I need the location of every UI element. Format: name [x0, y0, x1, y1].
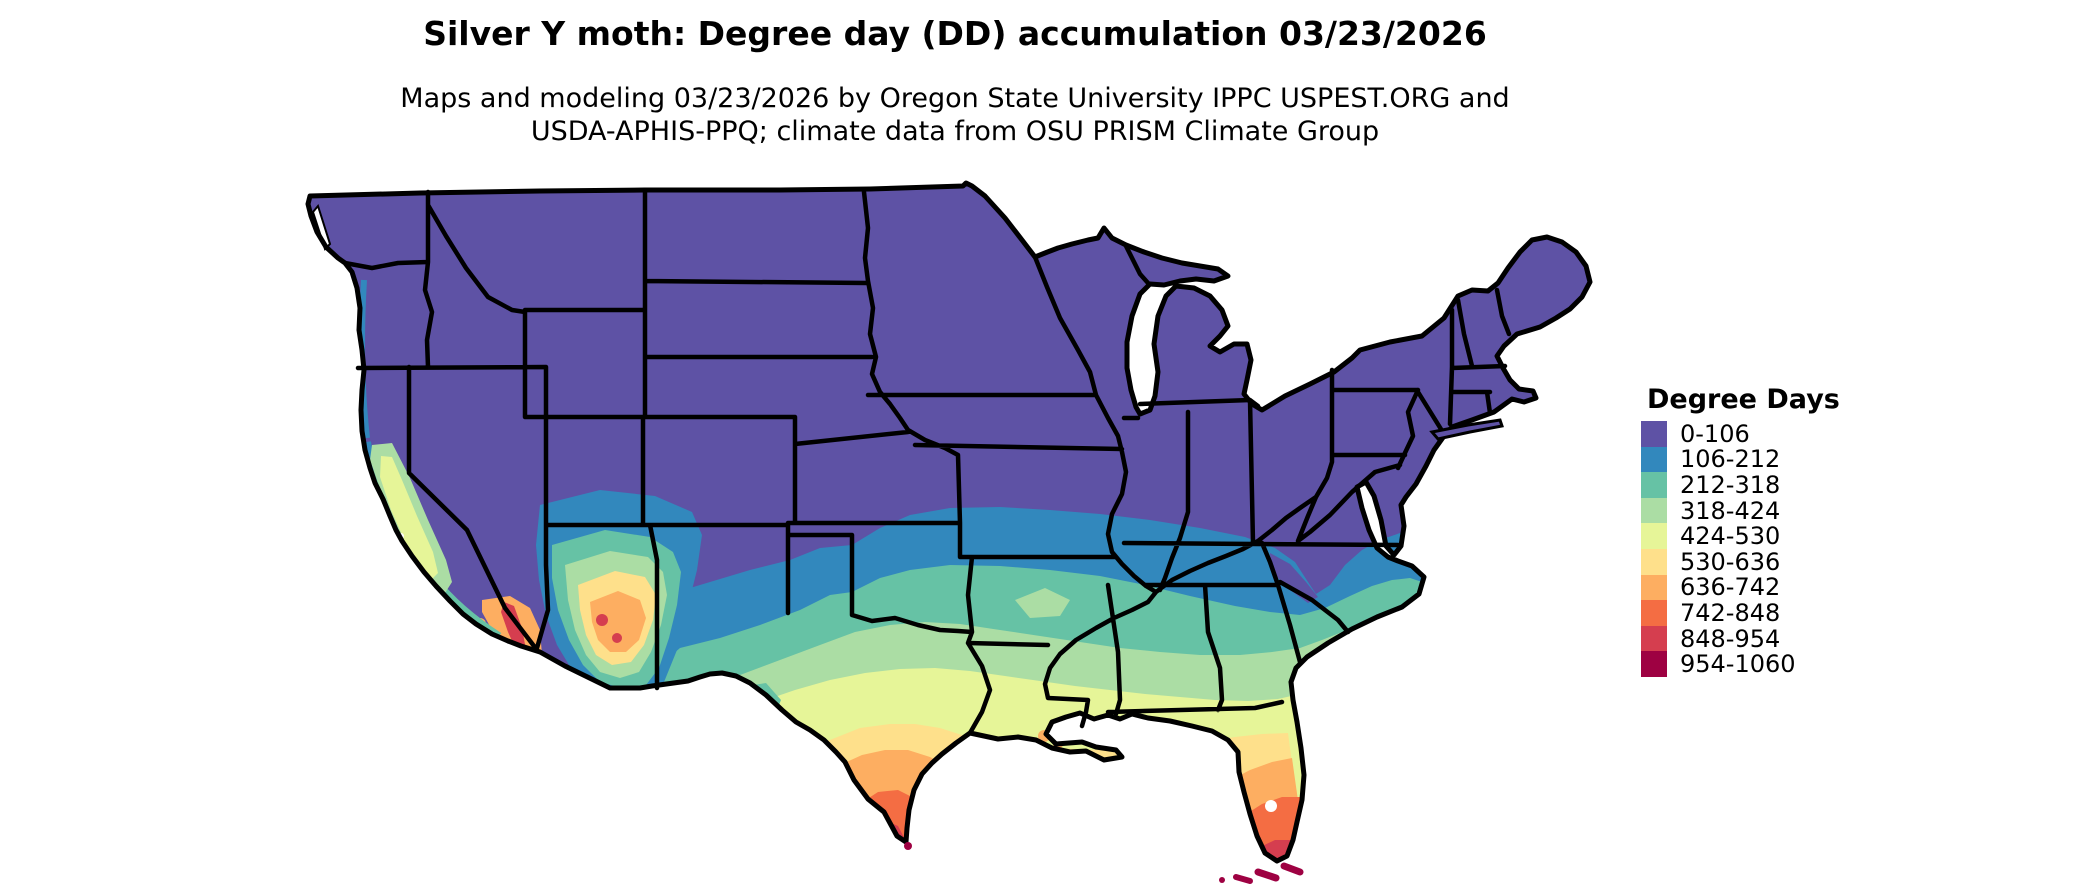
lake-okeechobee — [1265, 800, 1277, 812]
band-region-530-636 — [742, 724, 1310, 861]
subtitle-line-1: Maps and modeling 03/23/2026 by Oregon S… — [400, 83, 1510, 114]
legend-item: 106-212 — [1641, 445, 1840, 474]
legend-swatch — [1641, 625, 1667, 652]
appalachian-cool-pocket — [1270, 553, 1318, 603]
legend-item: 848-954 — [1641, 624, 1840, 653]
legend: Degree Days 0-106 106-212 212-318 318-424 42… — [1641, 384, 1840, 679]
legend-label: 318-424 — [1680, 496, 1781, 525]
legend-item: 742-848 — [1641, 598, 1840, 627]
legend-label: 212-318 — [1680, 470, 1781, 499]
legend-swatch — [1641, 548, 1667, 575]
legend-item: 636-742 — [1641, 573, 1840, 602]
az-hot-spot — [612, 633, 622, 643]
legend-swatch — [1641, 472, 1667, 498]
legend-title: Degree Days — [1647, 384, 1840, 415]
legend-label: 424-530 — [1680, 522, 1781, 551]
legend-item: 954-1060 — [1641, 650, 1840, 679]
legend-swatch — [1641, 523, 1667, 549]
legend-swatch — [1641, 574, 1667, 601]
legend-item: 530-636 — [1641, 547, 1840, 576]
legend-label: 848-954 — [1680, 624, 1781, 653]
legend-label: 954-1060 — [1680, 650, 1796, 679]
band-region-636-742 — [798, 750, 1312, 861]
legend-label: 0-106 — [1680, 419, 1750, 448]
legend-swatch — [1641, 651, 1667, 677]
legend-item: 318-424 — [1641, 496, 1840, 525]
legend-swatch — [1641, 497, 1667, 524]
legend-swatch — [1641, 446, 1667, 473]
legend-swatch — [1641, 421, 1667, 447]
ozark-green — [1015, 588, 1070, 618]
state-borders — [342, 187, 1512, 736]
legend-label: 742-848 — [1680, 598, 1781, 627]
legend-label: 106-212 — [1680, 445, 1781, 474]
legend-rows: 0-106 106-212 212-318 318-424 424-530 530-636… — [1641, 419, 1840, 679]
az-warm-orange — [590, 591, 646, 652]
legend-label: 636-742 — [1680, 573, 1781, 602]
legend-label: 530-636 — [1680, 547, 1781, 576]
subtitle-line-2: USDA-APHIS-PPQ; climate data from OSU PR… — [530, 116, 1380, 147]
legend-swatch — [1641, 600, 1667, 626]
band-region-424-530 — [688, 668, 1320, 861]
legend-item: 0-106 — [1641, 419, 1840, 448]
az-hot-spot — [596, 614, 608, 626]
page-title: Silver Y moth: Degree day (DD) accumulat… — [423, 14, 1487, 53]
south-texas-tip-hot — [904, 842, 912, 850]
long-island — [1429, 418, 1504, 441]
ca-valley-yellow — [380, 456, 438, 580]
rio-grande-teal — [757, 721, 809, 770]
florida-keys — [904, 842, 1304, 884]
legend-item: 212-318 — [1641, 470, 1840, 499]
page-subtitle: Maps and modeling 03/23/2026 by Oregon S… — [0, 82, 1910, 148]
legend-item: 424-530 — [1641, 522, 1840, 551]
us-outline — [305, 180, 1593, 864]
